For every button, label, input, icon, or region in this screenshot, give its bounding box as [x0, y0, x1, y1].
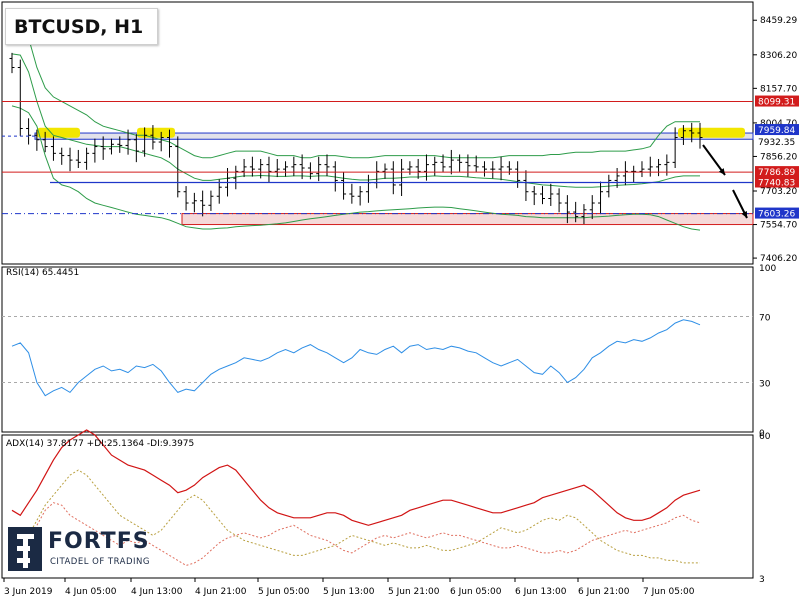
price-tick-label: 7554.70 — [760, 221, 797, 231]
price-tick-label: 7856.20 — [760, 152, 797, 162]
price-tick-label: 8157.70 — [760, 84, 797, 94]
rsi-line — [11, 319, 701, 397]
price-label-box — [755, 95, 799, 107]
chart-title: BTCUSD, H1 — [5, 8, 158, 45]
time-tick-label: 6 Jun 13:00 — [515, 587, 567, 597]
rsi-panel — [2, 316, 753, 397]
rsi-tick-label: 0 — [759, 429, 765, 439]
panel-frame-1 — [1, 266, 754, 433]
support-zone — [181, 213, 754, 226]
time-tick-label: 5 Jun 05:00 — [258, 587, 310, 597]
logo-mark-icon — [8, 527, 42, 571]
time-tick-label: 7 Jun 05:00 — [643, 587, 695, 597]
bollinger-upper-line — [11, 10, 700, 159]
price-label-box — [755, 176, 799, 188]
price-label-box — [755, 166, 799, 178]
price-label-box — [755, 124, 799, 136]
rsi-tick-label: 30 — [759, 380, 771, 390]
price-label: 7740.83 — [758, 179, 795, 189]
bollinger-middle-line — [11, 53, 700, 188]
rsi-label: RSI(14) 65.4451 — [6, 268, 80, 278]
panel-frame-2 — [1, 434, 754, 579]
price-levels — [2, 101, 753, 215]
time-tick-label: 4 Jun 21:00 — [195, 587, 247, 597]
rsi-tick-label: 100 — [759, 264, 776, 274]
logo-tagline: CITADEL OF TRADING — [50, 557, 150, 567]
price-tick-label: 8004.70 — [760, 119, 797, 129]
time-tick-label: 5 Jun 13:00 — [323, 587, 375, 597]
time-tick-label: 6 Jun 21:00 — [578, 587, 630, 597]
candlesticks — [9, 52, 703, 225]
price-label: 8099.31 — [758, 98, 795, 108]
time-tick-label: 3 Jun 2019 — [4, 587, 53, 597]
price-tick-label: 8459.29 — [760, 16, 797, 26]
plus-di-line — [11, 502, 701, 567]
price-tick-label: 7406.20 — [760, 254, 797, 264]
bollinger-bands — [11, 10, 701, 231]
time-tick-label: 5 Jun 21:00 — [388, 587, 440, 597]
bollinger-lower-line — [11, 105, 701, 231]
fortfs-logo: FORTFS CITADEL OF TRADING — [2, 523, 162, 575]
panel-frames — [1, 1, 754, 579]
logo-name: FORTFS — [48, 529, 150, 554]
forecast-arrows — [702, 144, 748, 219]
price-label: 7786.89 — [758, 168, 795, 178]
time-tick-label: 6 Jun 05:00 — [450, 587, 502, 597]
highlight-marker-0 — [37, 127, 80, 138]
price-tick-label: 7703.20 — [760, 187, 797, 197]
price-label: 7932.35 — [758, 138, 795, 148]
axes: 8459.29 8306.20 8157.70 8004.70 7856.20 7703.… — [3, 16, 799, 597]
adx-line — [11, 429, 701, 526]
adx-tick-label: 3 — [759, 575, 765, 585]
price-zones — [34, 127, 754, 226]
arrow-head-1 — [741, 211, 747, 218]
time-tick-label: 4 Jun 05:00 — [65, 587, 117, 597]
adx-label: ADX(14) 37.8177 +DI:25.1364 -DI:9.3975 — [6, 439, 195, 449]
highlight-marker-2 — [678, 127, 745, 138]
rsi-tick-label: 70 — [759, 314, 771, 324]
price-label: 7603.26 — [758, 210, 795, 220]
price-label-box — [755, 136, 799, 148]
price-label: 7959.84 — [758, 126, 795, 136]
time-tick-label: 4 Jun 13:00 — [131, 587, 183, 597]
price-label-box — [755, 207, 799, 219]
price-tick-label: 8306.20 — [760, 51, 797, 61]
arrow-head-0 — [718, 168, 725, 175]
adx-tick-label: 60 — [759, 432, 771, 442]
adx-panel — [11, 429, 701, 567]
